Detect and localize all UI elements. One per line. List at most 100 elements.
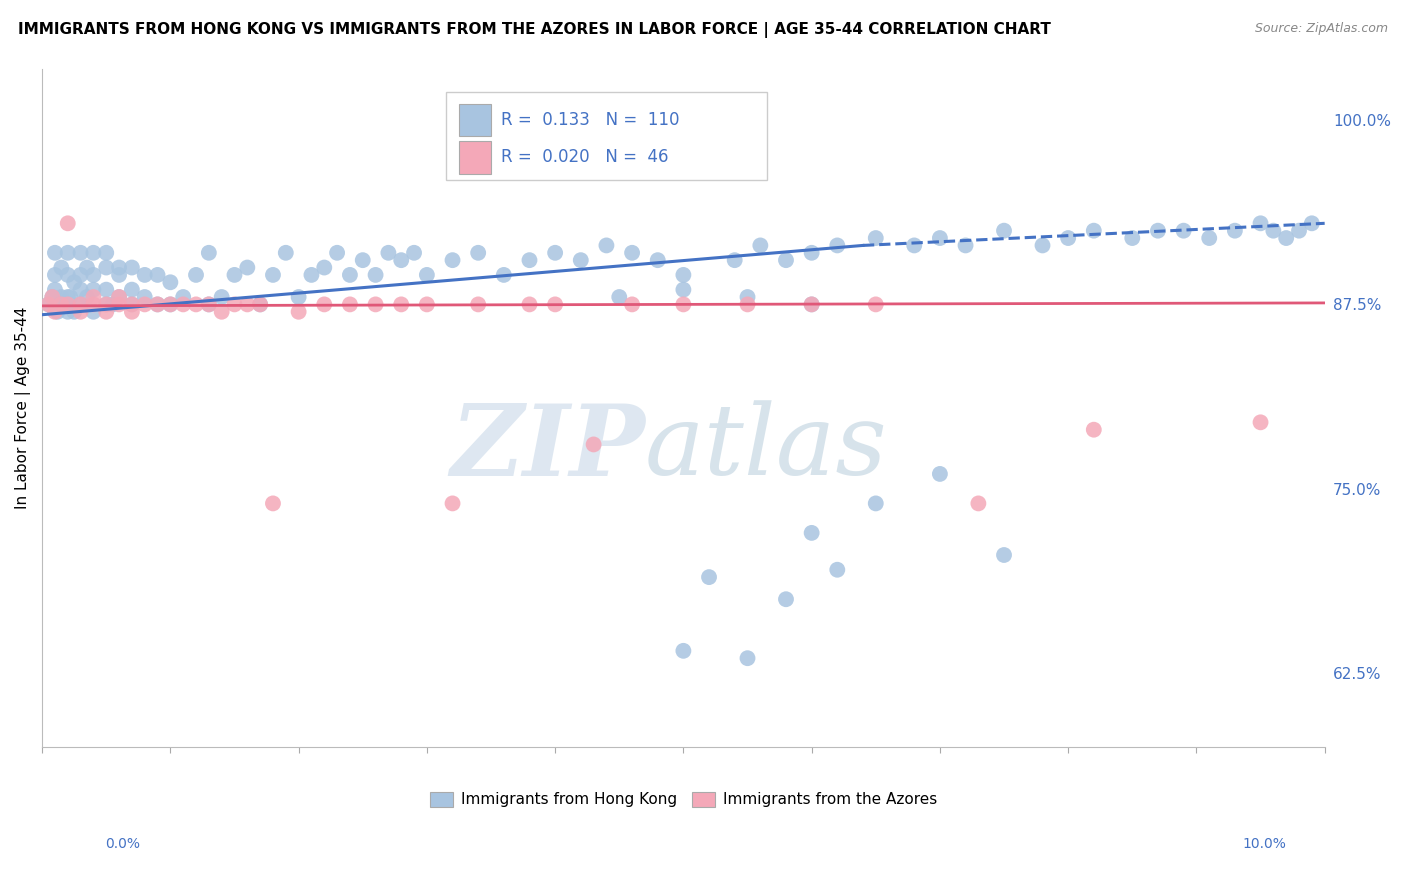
Point <box>326 245 349 260</box>
Point <box>51 290 73 304</box>
Point <box>865 297 887 311</box>
Point <box>928 231 950 245</box>
Text: IMMIGRANTS FROM HONG KONG VS IMMIGRANTS FROM THE AZORES IN LABOR FORCE | AGE 35-: IMMIGRANTS FROM HONG KONG VS IMMIGRANTS … <box>18 22 1052 38</box>
Point <box>377 245 399 260</box>
Point <box>159 297 181 311</box>
Point <box>63 275 86 289</box>
Text: 10.0%: 10.0% <box>1243 837 1286 851</box>
Point <box>1263 224 1285 238</box>
FancyBboxPatch shape <box>458 141 491 174</box>
Text: Source: ZipAtlas.com: Source: ZipAtlas.com <box>1254 22 1388 36</box>
Point <box>389 297 412 311</box>
Point <box>96 297 118 311</box>
Point <box>441 253 464 268</box>
Point <box>544 297 567 311</box>
Point <box>416 268 439 282</box>
Point <box>63 305 86 319</box>
Point <box>211 305 233 319</box>
Point <box>146 268 169 282</box>
Point <box>69 268 91 282</box>
Point <box>697 570 720 584</box>
Point <box>82 297 104 311</box>
Point <box>159 297 181 311</box>
Point <box>865 496 887 510</box>
Point <box>955 238 977 252</box>
Point <box>108 290 131 304</box>
Point <box>389 253 412 268</box>
Point <box>1223 224 1246 238</box>
Point <box>134 297 156 311</box>
Text: R =  0.133   N =  110: R = 0.133 N = 110 <box>502 112 679 129</box>
Point <box>96 283 118 297</box>
Point <box>287 290 309 304</box>
Point <box>775 592 797 607</box>
Point <box>416 297 439 311</box>
Point <box>76 260 98 275</box>
Point <box>41 290 63 304</box>
Point <box>82 290 104 304</box>
Point <box>69 305 91 319</box>
Point <box>249 297 271 311</box>
Point <box>301 268 323 282</box>
Point <box>441 496 464 510</box>
Point <box>1198 231 1220 245</box>
FancyBboxPatch shape <box>458 103 491 136</box>
Point <box>59 290 82 304</box>
Point <box>46 305 69 319</box>
Point <box>339 297 361 311</box>
Point <box>44 268 66 282</box>
Point <box>1275 231 1298 245</box>
Point <box>467 297 489 311</box>
Point <box>51 260 73 275</box>
Text: R =  0.020   N =  46: R = 0.020 N = 46 <box>502 148 669 166</box>
Point <box>339 268 361 282</box>
Point <box>672 644 695 658</box>
Point <box>607 290 630 304</box>
Point <box>672 268 695 282</box>
Point <box>236 297 259 311</box>
Point <box>198 245 221 260</box>
Point <box>41 290 63 304</box>
Point <box>96 305 118 319</box>
Point <box>76 290 98 304</box>
Point <box>544 245 567 260</box>
Point <box>198 297 221 311</box>
Point <box>993 548 1015 562</box>
Point <box>121 297 143 311</box>
Point <box>44 245 66 260</box>
Point <box>146 297 169 311</box>
Point <box>184 268 207 282</box>
Point <box>159 275 181 289</box>
Point <box>1083 224 1105 238</box>
Text: atlas: atlas <box>645 401 887 496</box>
Point <box>108 268 131 282</box>
Point <box>724 253 747 268</box>
Point <box>1121 231 1143 245</box>
Point <box>51 297 73 311</box>
Point <box>69 283 91 297</box>
Point <box>467 245 489 260</box>
Point <box>1147 224 1170 238</box>
Point <box>928 467 950 481</box>
Point <box>737 297 759 311</box>
Point <box>672 297 695 311</box>
Point <box>775 253 797 268</box>
Point <box>82 245 104 260</box>
Point <box>56 305 79 319</box>
Point <box>82 283 104 297</box>
Point <box>44 283 66 297</box>
Point <box>56 245 79 260</box>
Point <box>827 563 849 577</box>
Point <box>519 253 541 268</box>
Point <box>121 283 143 297</box>
Text: 0.0%: 0.0% <box>105 837 141 851</box>
Point <box>134 290 156 304</box>
Point <box>314 260 336 275</box>
Point <box>737 651 759 665</box>
Point <box>314 297 336 311</box>
Point <box>595 238 617 252</box>
Point <box>364 297 387 311</box>
Point <box>1250 415 1272 429</box>
Point <box>903 238 925 252</box>
Point <box>287 305 309 319</box>
